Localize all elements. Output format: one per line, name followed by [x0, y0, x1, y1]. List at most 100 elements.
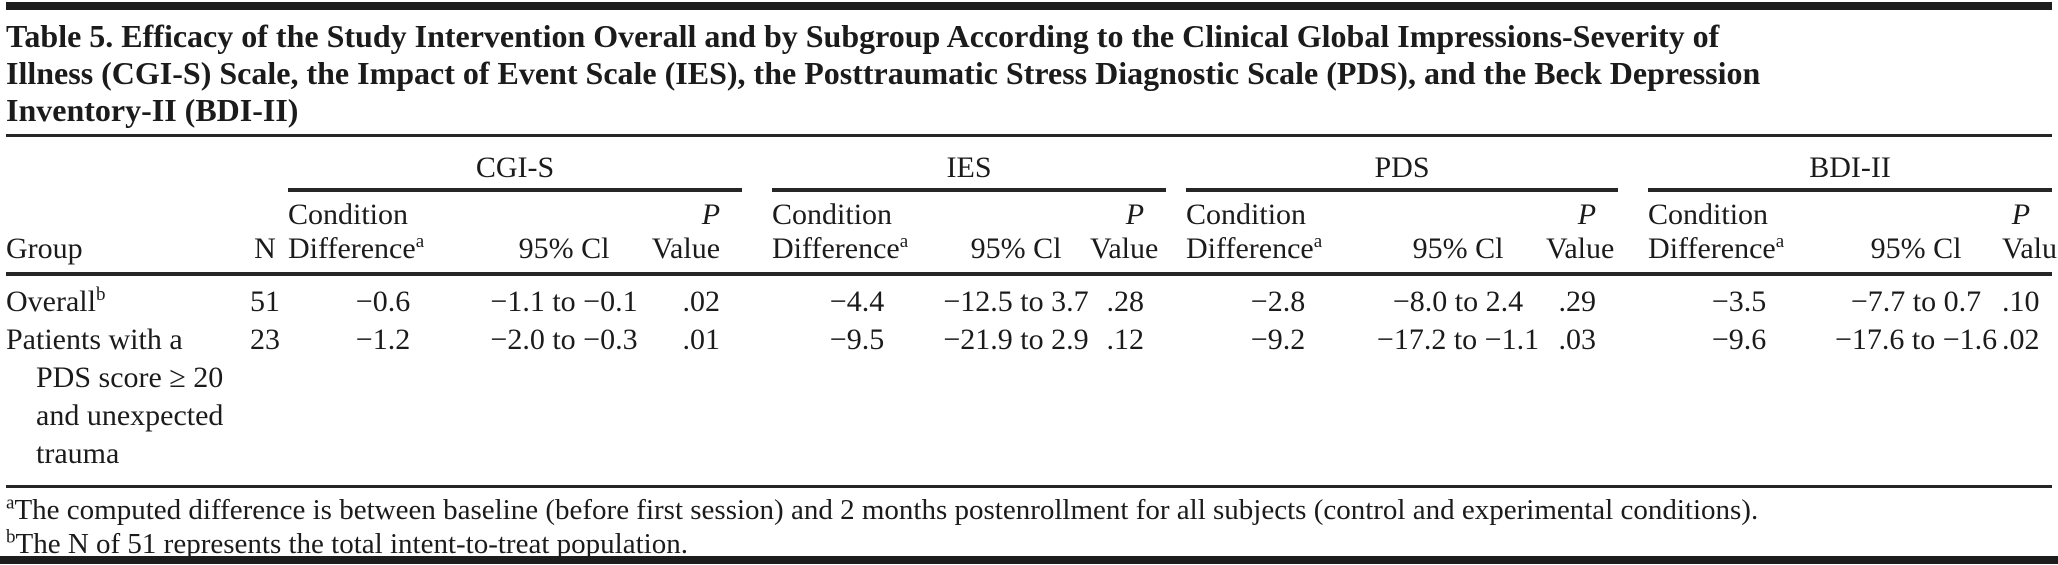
spacer-cell	[6, 136, 242, 190]
footnote-marker-a: a	[899, 230, 909, 252]
spacer-cell	[1618, 189, 1649, 276]
cell-overall-bdi-ci: −7.7 to 0.7	[1850, 284, 1982, 318]
table-title-line-3: Inventory-II (BDI-II)	[6, 92, 299, 128]
value-label: Value	[2002, 231, 2058, 265]
footnote-a-text: The computed difference is between basel…	[14, 493, 1759, 526]
cell-overall-pds-ci: −8.0 to 2.4	[1392, 284, 1524, 318]
spacer-cell	[1166, 321, 1186, 485]
footnote-a: aThe computed difference is between base…	[6, 493, 2052, 527]
cell-overall-bdi-p: .10	[2002, 284, 2040, 318]
cell-subgroup-ies-cd: −9.5	[829, 322, 885, 356]
table-title-line-2: Illness (CGI-S) Scale, the Impact of Eve…	[6, 55, 1761, 91]
value-label: Value	[1546, 231, 1615, 265]
cell-subgroup-cgis-cd: −1.2	[355, 322, 411, 356]
header-bdi-condition-difference: Condition Differencea	[1648, 189, 1831, 276]
row-label-line-1: Patients with a	[6, 322, 183, 356]
cell-subgroup-bdi-p: .02	[2002, 322, 2040, 356]
cell-overall-cgis-ci: −1.1 to −0.1	[490, 284, 638, 318]
cell-subgroup-pds-p: .03	[1558, 322, 1597, 356]
table-title: Table 5. Efficacy of the Study Intervent…	[6, 18, 2052, 129]
cell-overall-pds-cd: −2.8	[1250, 284, 1306, 318]
spacer-cell	[1166, 189, 1187, 276]
header-bdi-p-value: P Value	[2002, 189, 2058, 276]
cell-subgroup-ies-p: .12	[1106, 322, 1145, 356]
cell-subgroup-bdi-ci: −17.6 to −1.6	[1834, 322, 1998, 356]
difference-label: Difference	[1186, 231, 1314, 265]
footnote-a-marker: a	[6, 491, 15, 513]
header-bdi-ci: 95% Cl	[1830, 189, 2003, 276]
column-group-ies: IES	[772, 135, 1167, 192]
cell-overall-ies-cd: −4.4	[829, 284, 885, 318]
p-label: P	[1577, 197, 1597, 231]
header-cgis-condition-difference: Condition Differencea	[288, 189, 478, 276]
row-label-line-3: and unexpected	[36, 398, 224, 432]
p-label: P	[1125, 197, 1145, 231]
column-header-row: Group N Condition Differencea 95% Cl P V…	[6, 189, 2058, 276]
difference-label: Difference	[288, 231, 416, 265]
header-ies-condition-difference: Condition Differencea	[772, 189, 943, 276]
footnote-marker-a: a	[1313, 230, 1323, 252]
condition-label: Condition	[288, 197, 409, 231]
header-ies-p-value: P Value	[1090, 189, 1167, 276]
header-pds-condition-difference: Condition Differencea	[1186, 189, 1371, 276]
cell-subgroup-pds-cd: −9.2	[1250, 322, 1306, 356]
value-label: Value	[1090, 231, 1159, 265]
cell-overall-bdi-cd: −3.5	[1711, 284, 1767, 318]
spacer-cell	[742, 274, 772, 321]
cell-subgroup-n: 23	[250, 322, 280, 356]
spacer-cell	[242, 136, 288, 190]
condition-label: Condition	[1186, 197, 1307, 231]
row-label-line-4: trauma	[36, 436, 120, 470]
cell-overall-cgis-cd: −0.6	[355, 284, 411, 318]
header-cgis-ci: 95% Cl	[478, 189, 650, 276]
column-group-pds: PDS	[1186, 135, 1619, 192]
header-pds-p-value: P Value	[1546, 189, 1619, 276]
condition-label: Condition	[772, 197, 893, 231]
header-n: N	[242, 189, 288, 276]
header-ies-ci: 95% Cl	[942, 189, 1091, 276]
footnote-marker-a: a	[1775, 230, 1785, 252]
column-group-header-row: CGI-S IES PDS BDI-II	[6, 135, 2053, 192]
column-group-cgis: CGI-S	[288, 135, 743, 192]
cell-subgroup-cgis-ci: −2.0 to −0.3	[490, 322, 638, 356]
row-label-subgroup: Patients with a PDS score ≥ 20 and unexp…	[6, 321, 242, 485]
header-group: Group	[6, 189, 242, 276]
spacer-cell	[742, 321, 772, 485]
header-pds-ci: 95% Cl	[1370, 189, 1547, 276]
spacer-cell	[1618, 321, 1648, 485]
cell-overall-ies-ci: −12.5 to 3.7	[943, 284, 1089, 318]
difference-label: Difference	[772, 231, 900, 265]
row-label-text: Overall	[6, 284, 96, 318]
cell-subgroup-bdi-cd: −9.6	[1711, 322, 1767, 356]
table-row-overall: Overallb 51 −0.6 −1.1 to −0.1 .02 −4.4 −…	[6, 274, 2052, 321]
p-label: P	[2011, 197, 2031, 231]
table-row-subgroup: Patients with a PDS score ≥ 20 and unexp…	[6, 321, 2052, 485]
spacer-cell	[1618, 136, 1648, 190]
cell-subgroup-ies-ci: −21.9 to 2.9	[943, 322, 1089, 356]
footnote-b: bThe N of 51 represents the total intent…	[6, 527, 2052, 561]
footnote-b-text: The N of 51 represents the total intent-…	[15, 527, 688, 560]
spacer-cell	[742, 189, 773, 276]
footnote-marker-a: a	[415, 230, 425, 252]
cell-overall-n: 51	[250, 284, 280, 318]
column-group-bdi: BDI-II	[1648, 135, 2053, 192]
difference-label: Difference	[1648, 231, 1776, 265]
bottom-rule-bar	[0, 556, 2058, 564]
cell-subgroup-pds-ci: −17.2 to −1.1	[1376, 322, 1540, 356]
value-label: Value	[651, 231, 721, 265]
row-label-overall: Overallb	[6, 274, 242, 321]
condition-label: Condition	[1648, 197, 1769, 231]
spacer-cell	[742, 136, 772, 190]
table-title-line-1: Table 5. Efficacy of the Study Intervent…	[6, 18, 1720, 54]
footnote-marker-b: b	[95, 283, 106, 305]
p-label: P	[701, 197, 721, 231]
table-footnotes: aThe computed difference is between base…	[6, 484, 2052, 561]
row-label-line-2: PDS score ≥ 20	[36, 360, 224, 394]
spacer-cell	[1166, 274, 1186, 321]
spacer-cell	[1166, 136, 1186, 190]
spacer-cell	[1618, 274, 1648, 321]
top-rule-bar	[6, 2, 2052, 10]
cell-subgroup-cgis-p: .01	[682, 322, 721, 356]
efficacy-table: CGI-S IES PDS BDI-II Group N Condition D…	[6, 134, 2058, 485]
